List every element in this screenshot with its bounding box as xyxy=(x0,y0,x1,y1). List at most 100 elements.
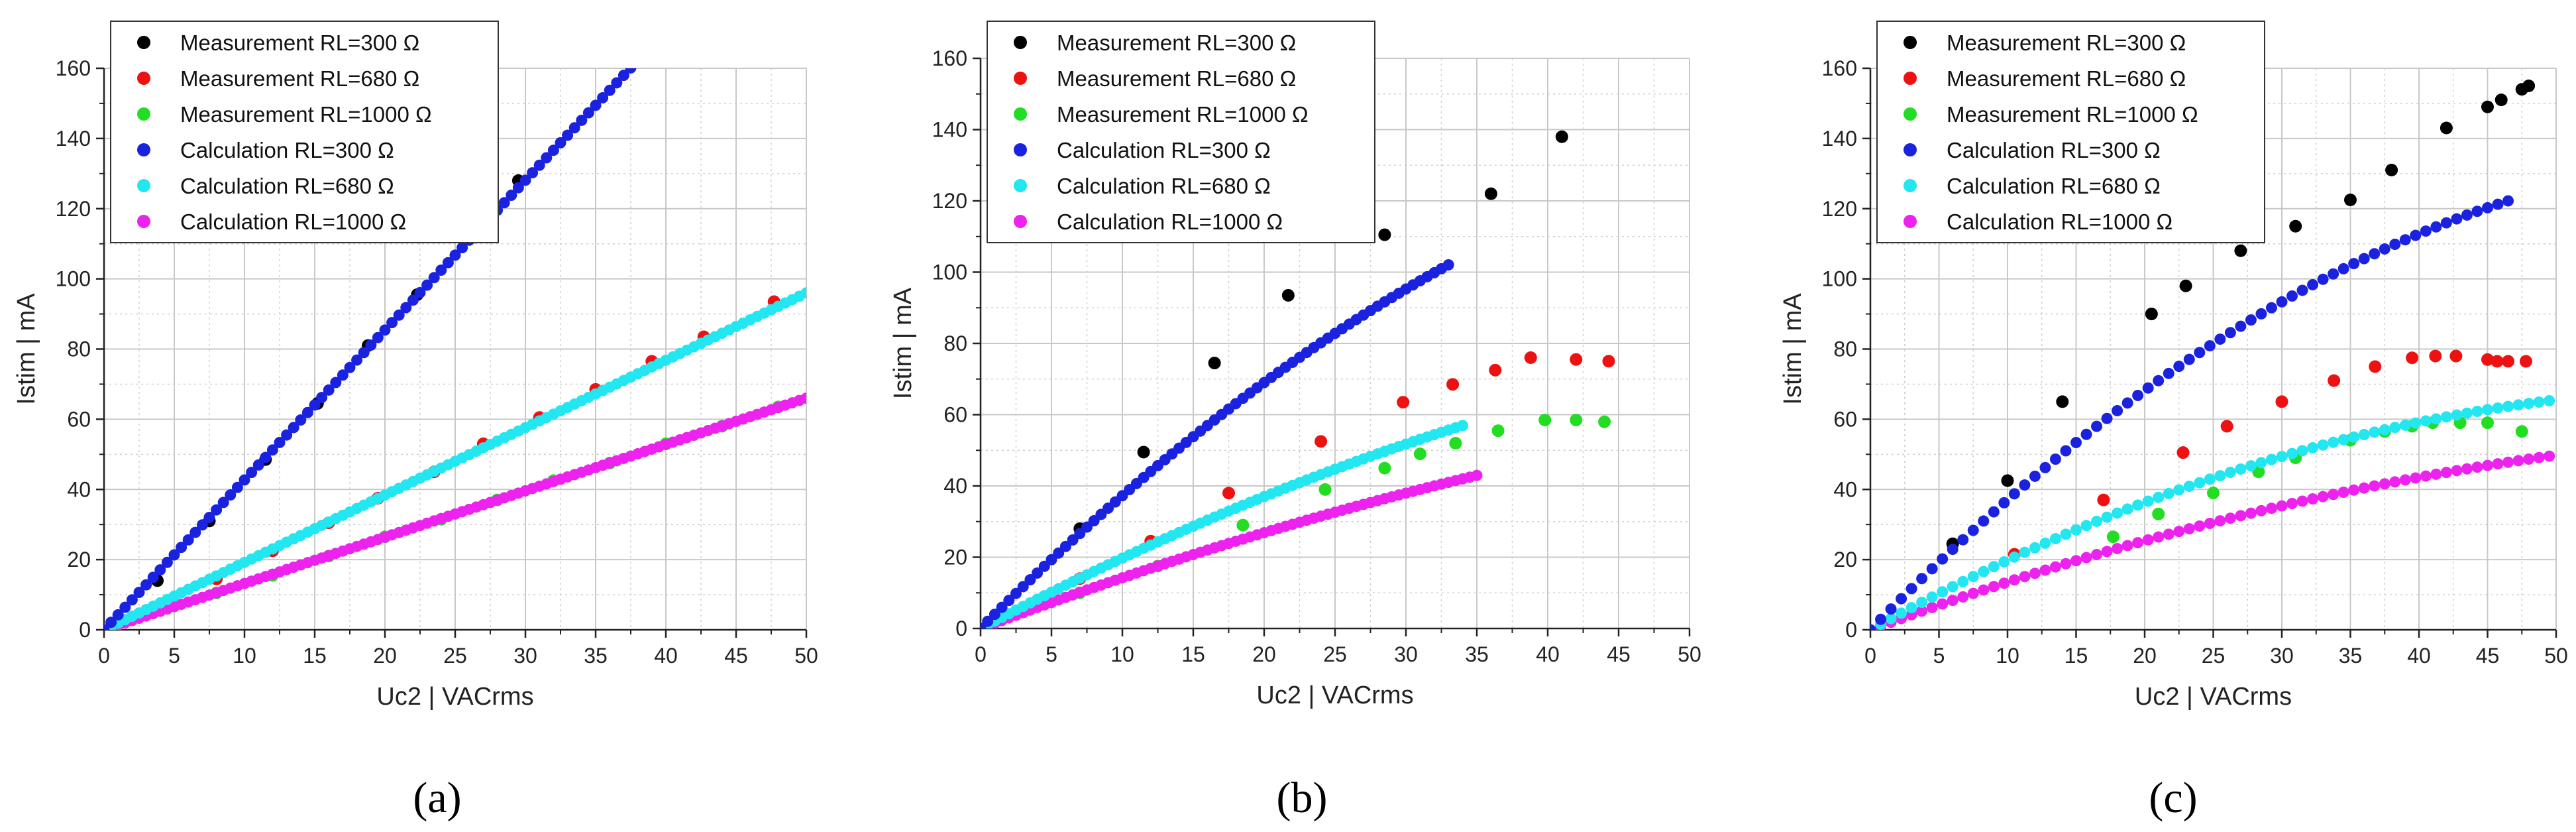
y-tick-label: 60 xyxy=(67,407,91,431)
measurement-point xyxy=(1378,461,1391,475)
calculation-point xyxy=(1988,581,2000,593)
x-tick-label: 25 xyxy=(1323,642,1347,666)
calculation-point xyxy=(2410,472,2422,484)
measurement-point xyxy=(2491,355,2504,368)
x-tick-label: 35 xyxy=(1465,642,1489,666)
x-tick-label: 10 xyxy=(1110,642,1134,666)
calculation-point xyxy=(2461,209,2473,221)
calculation-point xyxy=(2153,375,2165,386)
x-tick-label: 20 xyxy=(2133,644,2157,668)
calculation-point xyxy=(246,467,258,479)
measurement-point xyxy=(2481,416,2494,430)
calculation-point xyxy=(189,526,201,538)
calculation-point xyxy=(1916,597,1928,609)
calculation-point xyxy=(1998,556,2010,567)
calculation-point xyxy=(196,519,208,531)
y-tick-label: 140 xyxy=(1822,127,1857,150)
y-tick-label: 60 xyxy=(943,403,967,427)
measurement-point xyxy=(2152,507,2165,520)
x-axis-title: Uc2 | VACrms xyxy=(376,683,533,711)
series-calc680 xyxy=(981,420,1469,628)
calculation-point xyxy=(288,422,299,434)
calculation-point xyxy=(982,615,994,627)
calculation-point xyxy=(2255,457,2267,469)
x-tick-label: 50 xyxy=(2544,644,2568,668)
calculation-point xyxy=(260,451,272,463)
chart-panel-a: 0 5 10 15 20 25 30 35 40 45 50 0 20 40 60 80 100 120 140 16… xyxy=(13,21,818,822)
calculation-point xyxy=(2112,404,2123,416)
y-tick-label: 140 xyxy=(56,127,91,150)
legend-label: Measurement RL=1000 Ω xyxy=(1947,102,2198,127)
calculation-point xyxy=(449,249,461,261)
measurement-point xyxy=(1413,447,1426,461)
calculation-point xyxy=(379,324,391,336)
calculation-point xyxy=(2214,333,2226,345)
calculation-point xyxy=(126,594,138,606)
calculation-point xyxy=(2132,389,2144,401)
y-tick-label: 80 xyxy=(67,337,91,361)
calculation-point xyxy=(252,459,264,471)
calculation-point xyxy=(1916,573,1928,585)
calculation-point xyxy=(295,414,307,426)
calculation-point xyxy=(2286,498,2298,510)
y-tick-label: 100 xyxy=(56,267,91,291)
x-tick-label: 40 xyxy=(2407,644,2431,668)
calculation-point xyxy=(2296,495,2308,507)
calculation-point xyxy=(1947,595,1959,607)
calculation-point xyxy=(1957,575,1969,587)
calculation-point xyxy=(1010,587,1022,599)
y-tick-label: 160 xyxy=(56,56,91,80)
legend-label: Measurement RL=300 Ω xyxy=(1057,30,1296,55)
calculation-point xyxy=(1967,524,1979,536)
calculation-point xyxy=(1046,554,1057,565)
calculation-point xyxy=(140,579,152,591)
measurement-point xyxy=(1491,424,1505,438)
calculation-point xyxy=(2049,561,2061,573)
calculation-point xyxy=(2245,460,2257,472)
calculation-point xyxy=(2533,451,2545,463)
legend-marker xyxy=(1904,107,1917,121)
calculation-point xyxy=(617,70,629,82)
legend-label: Calculation RL=300 Ω xyxy=(1057,138,1271,162)
series-calc300 xyxy=(1870,195,2514,630)
measurement-point xyxy=(1378,228,1391,241)
legend-marker xyxy=(137,107,150,121)
calculation-point xyxy=(2265,503,2277,514)
calculation-point xyxy=(2328,268,2339,280)
x-tick-label: 45 xyxy=(724,644,748,668)
calculation-point xyxy=(1967,587,1979,599)
calculation-point xyxy=(1988,506,2000,518)
calculation-point xyxy=(407,294,419,306)
calculation-point xyxy=(576,114,588,126)
calculation-point xyxy=(506,189,517,201)
y-tick-label: 20 xyxy=(1833,548,1857,571)
calculation-point xyxy=(1947,544,1959,556)
calculation-point xyxy=(301,406,313,418)
legend-box xyxy=(987,21,1375,243)
calculation-point xyxy=(2255,505,2267,516)
calculation-point xyxy=(2163,488,2174,500)
x-tick-label: 30 xyxy=(2270,644,2294,668)
calculation-point xyxy=(2173,361,2185,373)
calculation-point xyxy=(217,497,229,508)
measurement-point xyxy=(2449,349,2463,363)
measurement-point xyxy=(1449,437,1462,449)
calculation-point xyxy=(2091,515,2103,527)
calculation-point xyxy=(2348,431,2360,443)
measurement-point xyxy=(1538,414,1552,427)
measurement-point xyxy=(1208,357,1221,370)
calculation-point xyxy=(2440,467,2452,479)
measurement-point xyxy=(2406,351,2419,365)
calculation-point xyxy=(182,534,194,546)
x-tick-label: 40 xyxy=(1536,642,1560,666)
y-tick-label: 80 xyxy=(1833,337,1857,361)
calculation-point xyxy=(2348,484,2360,496)
calculation-point xyxy=(1024,574,1036,586)
calculation-point xyxy=(2286,447,2298,459)
calculation-point xyxy=(2070,524,2082,536)
calculation-point xyxy=(2544,450,2555,462)
measurement-point xyxy=(1489,363,1502,377)
calculation-point xyxy=(1017,581,1029,593)
legend-label: Measurement RL=1000 Ω xyxy=(180,102,432,127)
calculation-point xyxy=(1059,540,1071,552)
